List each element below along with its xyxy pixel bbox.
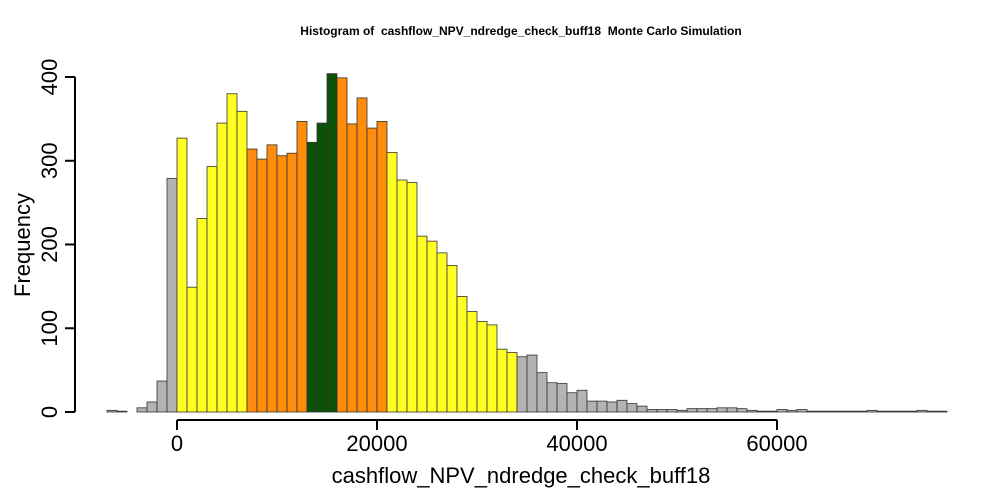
histogram-bar — [676, 409, 688, 413]
histogram-bar — [606, 401, 618, 413]
histogram-bar — [636, 405, 648, 413]
histogram-bar — [706, 408, 718, 413]
histogram-bar — [436, 252, 448, 413]
histogram-bar — [496, 348, 508, 413]
histogram-bar — [816, 410, 828, 413]
histogram-bar — [566, 392, 578, 413]
histogram-bar — [326, 73, 338, 413]
histogram-bar — [366, 127, 378, 413]
histogram-bar — [686, 408, 698, 413]
histogram-bar — [306, 141, 318, 413]
histogram-bar — [406, 182, 418, 413]
histogram-bar — [766, 410, 778, 413]
x-tick-label: 40000 — [546, 431, 607, 456]
histogram-bar — [666, 409, 678, 413]
histogram-bar — [796, 409, 808, 413]
histogram-bar — [716, 407, 728, 413]
histogram-bar — [476, 321, 488, 413]
y-tick-label: 0 — [37, 406, 62, 418]
histogram-bar — [526, 354, 538, 413]
y-tick-label: 300 — [37, 142, 62, 179]
y-tick-label: 400 — [37, 59, 62, 96]
histogram-bar — [186, 286, 198, 413]
histogram-bar — [486, 324, 498, 413]
histogram-bar — [246, 148, 258, 413]
bars-group — [106, 73, 948, 413]
histogram-bar — [166, 177, 178, 413]
chart-title: Histogram of cashflow_NPV_ndredge_check_… — [300, 24, 741, 38]
x-tick-label: 60000 — [746, 431, 807, 456]
histogram-bar — [696, 408, 708, 413]
histogram-bar — [426, 240, 438, 413]
histogram-bar — [176, 137, 188, 413]
histogram-bar — [786, 409, 798, 413]
histogram-bar — [656, 409, 668, 413]
histogram-bar — [206, 166, 218, 413]
histogram-bar — [726, 407, 738, 413]
histogram-bar — [536, 372, 548, 413]
histogram-bar — [416, 235, 428, 413]
histogram-bar — [596, 400, 608, 413]
histogram-bar — [736, 408, 748, 413]
histogram-bar — [936, 410, 948, 413]
histogram-bar — [616, 399, 628, 413]
histogram-bar — [856, 410, 868, 413]
histogram-bar — [446, 265, 458, 413]
histogram-bar — [756, 410, 768, 413]
histogram-bar — [256, 158, 268, 413]
histogram-bar — [896, 410, 908, 413]
histogram-bar — [236, 110, 248, 413]
y-axis: 0 100 200 300 400 — [37, 59, 76, 418]
histogram-bar — [316, 122, 328, 413]
histogram-bar — [396, 179, 408, 413]
x-tick-label: 20000 — [346, 431, 407, 456]
histogram-bar — [456, 296, 468, 413]
histogram-bar — [906, 410, 918, 413]
histogram-bar — [386, 151, 398, 413]
histogram-bar — [876, 410, 888, 413]
histogram-bar — [776, 409, 788, 413]
histogram-bar — [346, 123, 358, 413]
histogram-bar — [146, 401, 158, 413]
histogram-bar — [826, 410, 838, 413]
histogram-bar — [196, 218, 208, 413]
histogram-bar — [586, 400, 598, 413]
histogram-bar — [556, 383, 568, 413]
histogram-bar — [106, 409, 118, 413]
histogram-bar — [576, 389, 588, 413]
histogram-bar — [516, 356, 528, 413]
histogram-bar — [546, 382, 558, 413]
histogram-bar — [746, 409, 758, 413]
histogram-bar — [286, 152, 298, 413]
histogram-bar — [866, 409, 878, 413]
histogram-bar — [626, 403, 638, 413]
histogram-bar — [806, 410, 818, 413]
histogram-bar — [886, 410, 898, 413]
histogram-bar — [136, 407, 148, 413]
x-axis-label: cashflow_NPV_ndredge_check_buff18 — [332, 463, 711, 488]
histogram-bar — [296, 120, 308, 413]
histogram-bar — [226, 93, 238, 413]
histogram-bar — [276, 155, 288, 413]
histogram-bar — [846, 410, 858, 413]
histogram-bar — [156, 380, 168, 413]
histogram-bar — [926, 410, 938, 413]
histogram-bar — [466, 311, 478, 413]
histogram-bar — [836, 410, 848, 413]
x-axis: 0 20000 40000 60000 — [171, 419, 808, 456]
histogram-bar — [116, 410, 128, 413]
x-tick-label: 0 — [171, 431, 183, 456]
histogram-bar — [916, 409, 928, 413]
histogram-bar — [336, 77, 348, 413]
histogram-bar — [646, 409, 658, 413]
histogram-bar — [216, 122, 228, 413]
histogram-bar — [356, 97, 368, 413]
y-axis-label: Frequency — [10, 193, 35, 297]
y-tick-label: 200 — [37, 226, 62, 263]
histogram-bar — [266, 144, 278, 413]
y-tick-label: 100 — [37, 310, 62, 347]
histogram-bar — [506, 352, 518, 413]
histogram-bar — [376, 120, 388, 413]
